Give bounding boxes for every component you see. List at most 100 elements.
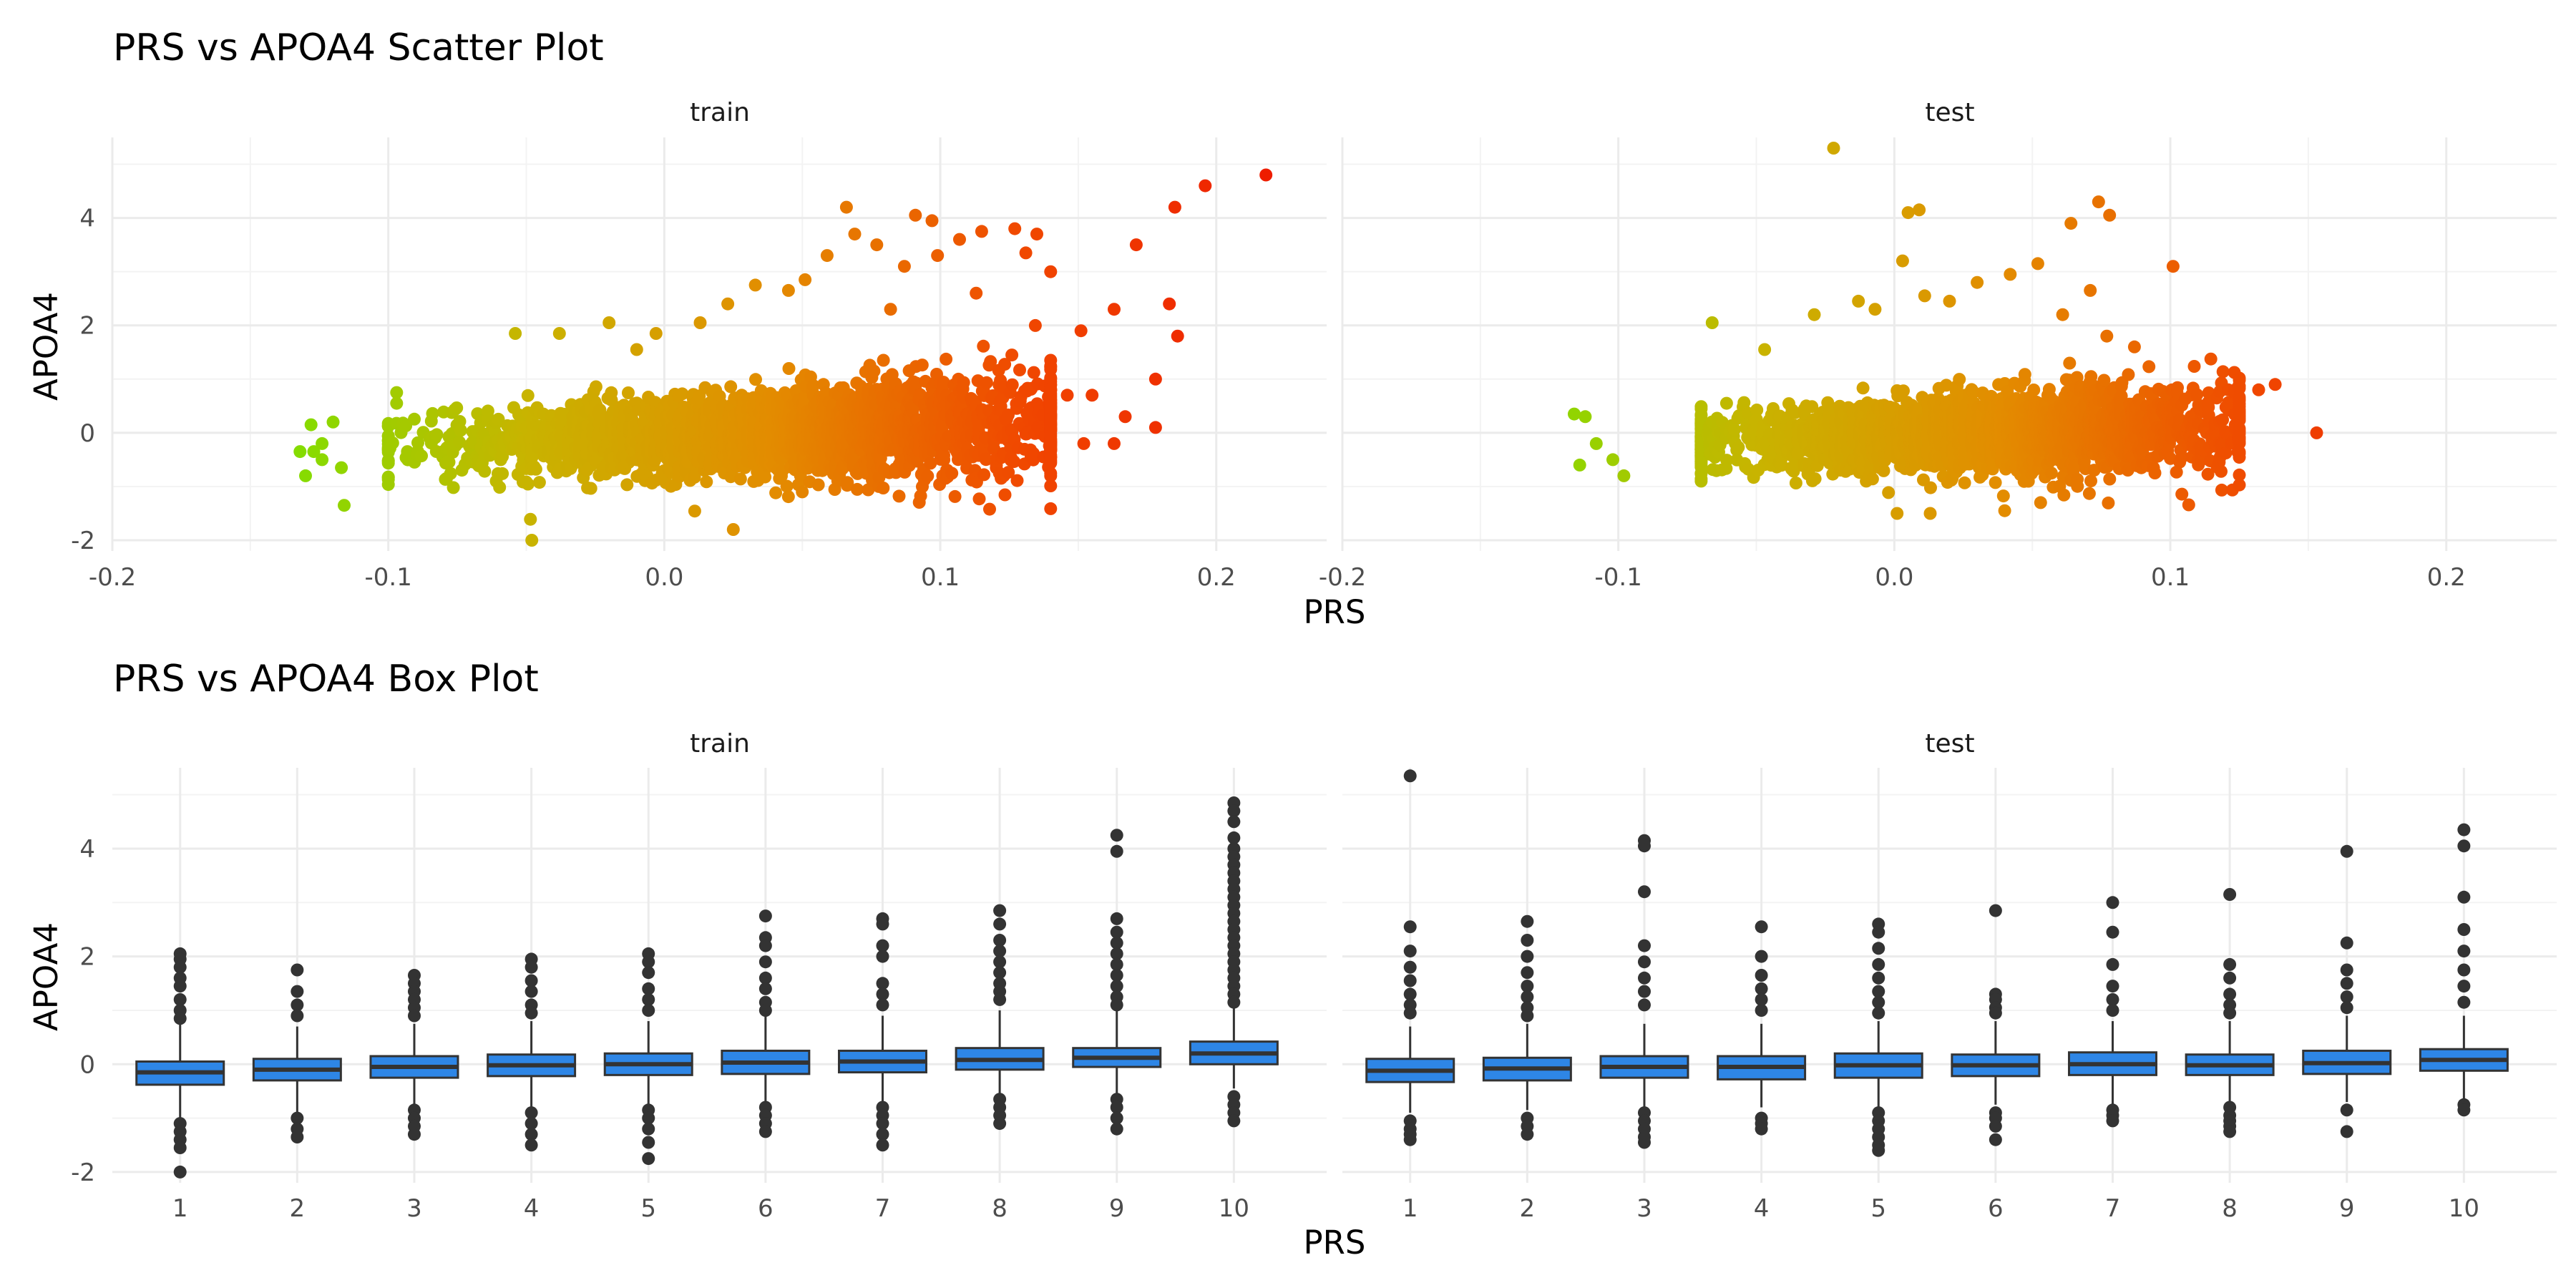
scatter-test-point — [1827, 142, 1840, 155]
scatter-train-point — [733, 472, 747, 486]
scatter-test-point — [2044, 467, 2058, 480]
scatter-test-point — [2082, 487, 2096, 500]
scatter-train-point — [806, 379, 820, 392]
scatter-test-point — [1897, 384, 1910, 398]
scatter-train-point — [493, 481, 507, 494]
scatter-train-point — [796, 485, 809, 499]
scatter-test-point — [1901, 206, 1915, 220]
scatter-train-point — [293, 445, 307, 459]
scatter-train-point — [1027, 366, 1040, 379]
scatter-train-point — [1129, 238, 1143, 252]
scatter-train-point — [970, 286, 983, 300]
scatter-test-point — [1807, 308, 1821, 321]
scatter-train-point — [877, 353, 890, 367]
scatter-test-point — [1918, 289, 1931, 303]
scatter-train-point — [521, 477, 535, 491]
scatter-train-point — [820, 249, 834, 263]
scatter-train-point — [552, 327, 566, 340]
scatter-train-point — [1005, 378, 1019, 391]
scatter-train-point — [877, 482, 890, 494]
scatter-train-point — [931, 249, 945, 263]
scatter-train-point — [411, 436, 424, 449]
scatter-test-point — [1694, 467, 1708, 480]
scatter-test-x-tick-label: 0.2 — [2427, 563, 2466, 592]
scatter-test-point — [2056, 308, 2069, 321]
scatter-test-point — [1989, 476, 2002, 489]
scatter-train-point — [749, 373, 762, 386]
scatter-test-point — [1924, 481, 1937, 494]
scatter-test-point — [2057, 488, 2071, 502]
scatter-test-point — [1758, 343, 1772, 356]
scatter-train-point — [1013, 364, 1026, 376]
scatter-train-point — [811, 478, 825, 492]
scatter-train-point — [1060, 389, 1074, 402]
scatter-train-point — [381, 470, 395, 484]
scatter-train-point — [848, 228, 862, 241]
scatter-train-point — [605, 394, 618, 407]
scatter-train-point — [1044, 265, 1058, 278]
scatter-train-point — [430, 428, 444, 441]
scatter-test-point — [2103, 472, 2117, 486]
scatter-test-point — [1694, 400, 1708, 414]
scatter-train-point — [867, 364, 881, 378]
scatter-train-point — [1171, 329, 1184, 343]
scatter-test-point — [1896, 254, 1909, 268]
scatter-facet-label-train: train — [690, 98, 750, 127]
scatter-train-point — [721, 297, 735, 311]
scatter-train-point — [980, 376, 993, 389]
scatter-train-point — [953, 233, 966, 246]
scatter-test-point — [1573, 458, 1586, 472]
scatter-test-x-tick-label: 0.1 — [2151, 563, 2190, 592]
scatter-train-point — [1044, 429, 1058, 443]
scatter-test-point — [1727, 423, 1741, 436]
scatter-train-point — [304, 418, 318, 431]
scatter-train-point — [977, 468, 991, 482]
scatter-train-point — [338, 499, 351, 512]
scatter-train-point — [1163, 297, 1176, 311]
scatter-test-point — [2063, 356, 2077, 370]
scatter-test-point — [1996, 489, 2010, 503]
scatter-train-point — [521, 389, 535, 402]
scatter-train-point — [442, 455, 456, 469]
scatter-train-point — [602, 316, 616, 329]
scatter-test-point — [1913, 203, 1926, 217]
scatter-test-point — [1943, 294, 1956, 308]
scatter-train-point — [496, 467, 509, 480]
scatter-train-point — [408, 412, 421, 426]
scatter-test-point — [1568, 407, 1581, 421]
scatter-test-point — [1705, 316, 1719, 329]
scatter-train-x-tick-label: 0.1 — [921, 563, 960, 592]
scatter-test-point — [2071, 479, 2084, 493]
scatter-train-x-tick-label: 0.2 — [1197, 563, 1236, 592]
scatter-train-point — [688, 470, 701, 484]
scatter-test-point — [1808, 472, 1822, 486]
scatter-train-point — [1148, 421, 1162, 434]
scatter-train-point — [921, 469, 935, 483]
scatter-test-point — [2092, 195, 2105, 209]
scatter-train-point — [957, 376, 970, 389]
scatter-train-point — [1077, 436, 1091, 450]
scatter-test-point — [1923, 507, 1937, 520]
scatter-train-point — [884, 303, 897, 316]
scatter-train-point — [693, 316, 707, 329]
scatter-test-point — [2064, 217, 2078, 230]
scatter-train-point — [1199, 179, 1212, 192]
scatter-train-point — [1108, 303, 1121, 316]
scatter-test-point — [2004, 268, 2017, 281]
scatter-train-point — [769, 486, 783, 499]
scatter-train-point — [509, 327, 522, 340]
scatter-train-point — [983, 502, 996, 516]
scatter-train-point — [1010, 474, 1024, 487]
scatter-test-point — [2027, 384, 2041, 396]
scatter-test-point — [1953, 373, 1966, 386]
scatter-train-point — [977, 339, 990, 353]
scatter-train-point — [972, 492, 986, 506]
scatter-test-point — [2018, 368, 2031, 381]
scatter-train-y-tick-label: -2 — [71, 527, 95, 555]
scatter-train-y-tick-label: 4 — [79, 205, 95, 233]
scatter-train-point — [851, 482, 864, 496]
scatter-train-point — [781, 490, 795, 504]
scatter-train-point — [781, 283, 795, 297]
